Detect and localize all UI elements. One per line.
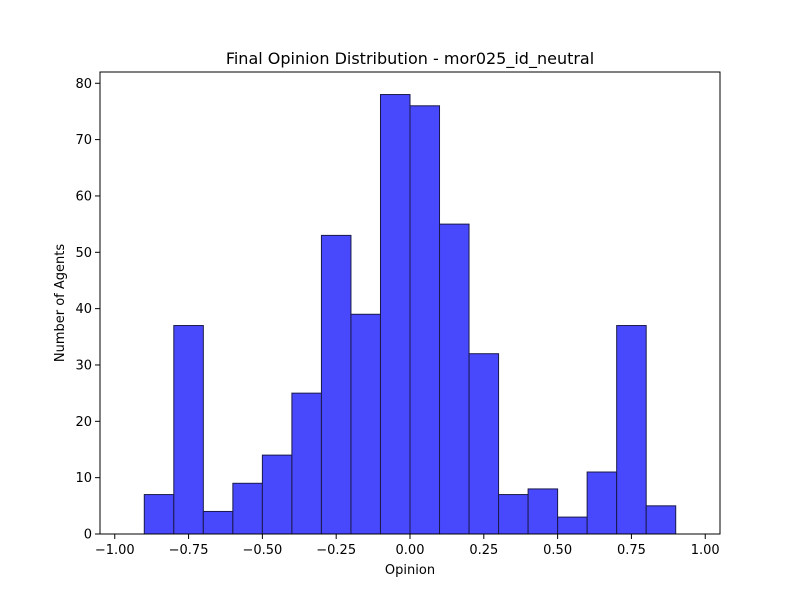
x-tick-label: 0.75 [617, 543, 646, 558]
histogram-bar [468, 353, 500, 535]
y-tick-label: 70 [75, 133, 92, 148]
histogram-bar [409, 105, 441, 535]
y-tick-label: 80 [75, 77, 92, 92]
y-tick-label: 10 [75, 471, 92, 486]
histogram-bar [645, 505, 677, 535]
histogram-bar [202, 510, 234, 535]
y-tick-label: 60 [75, 189, 92, 204]
histogram-bar [291, 392, 322, 535]
histogram-bar [439, 223, 470, 535]
x-tick-label: −0.75 [169, 543, 209, 558]
x-axis: −1.00 −0.75 −0.50 −0.25 0.00 0.25 0.50 0.75 1.00 [95, 534, 720, 558]
x-tick-label: 1.00 [691, 543, 720, 558]
y-tick-label: 40 [75, 302, 92, 317]
y-axis: 0 10 20 30 40 50 60 70 80 [75, 77, 100, 543]
y-tick-label: 20 [75, 415, 92, 430]
y-tick-label: 0 [84, 528, 92, 543]
histogram-bar [498, 494, 529, 535]
histogram-bar [557, 516, 588, 535]
histogram-bar [616, 325, 647, 535]
histogram-bar [586, 471, 618, 535]
histogram-bar [379, 94, 411, 535]
histogram-bar [527, 488, 559, 535]
bars-group [143, 94, 677, 535]
x-axis-label: Opinion [385, 563, 435, 578]
x-tick-label: −0.25 [316, 543, 356, 558]
x-tick-label: −1.00 [95, 543, 135, 558]
y-axis-label: Number of Agents [53, 244, 68, 362]
histogram-bar [232, 482, 263, 535]
y-tick-label: 30 [75, 358, 92, 373]
histogram-bar [350, 313, 381, 535]
chart-title: Final Opinion Distribution - mor025_id_n… [226, 49, 594, 69]
y-tick-label: 50 [75, 246, 92, 261]
histogram-bar [320, 234, 352, 535]
histogram-bar [143, 494, 175, 535]
x-tick-label: 0.50 [543, 543, 572, 558]
x-tick-label: −0.50 [242, 543, 282, 558]
x-tick-label: 0.00 [396, 543, 425, 558]
x-tick-label: 0.25 [469, 543, 498, 558]
histogram-bar [173, 325, 204, 535]
histogram-bar [261, 454, 293, 535]
